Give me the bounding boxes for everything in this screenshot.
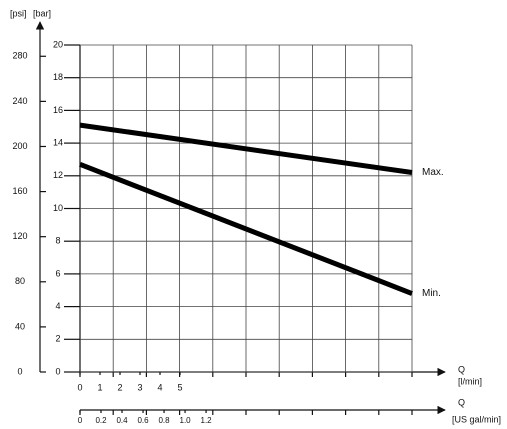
y-tick-label: 14 [53,137,63,147]
x2-tick-label: 1.2 [201,416,213,425]
y-tick-label: 10 [53,203,63,213]
y-tick-label: 12 [53,170,63,180]
y-tick-label: 4 [55,301,60,311]
series-line [79,122,413,176]
y2-tick-label: 160 [12,186,27,196]
x-axis-label: Q [458,364,465,374]
series-label: Min. [422,288,441,299]
x-tick-label: 2 [117,382,122,392]
x-tick-label: 0 [77,382,82,392]
y2-tick-label: 200 [12,141,27,151]
x2-tick-label: 0.6 [137,416,149,425]
y-tick-label: 8 [55,236,60,246]
x-tick-label: 3 [137,382,142,392]
y2-tick-label: 120 [12,231,27,241]
y-axis-label: [bar] [33,8,51,18]
series-label: Max. [422,167,444,178]
x-axis-unit: [l/min] [458,376,482,386]
series-line [79,162,413,296]
x2-tick-label: 0 [78,416,83,425]
y-tick-label: 0 [55,366,60,376]
y2-tick-label: 80 [15,276,25,286]
y-tick-label: 18 [53,72,63,82]
y-tick-label: 2 [55,334,60,344]
x2-tick-label: 0.2 [95,416,107,425]
x2-tick-label: 1.0 [180,416,192,425]
y2-tick-label: 0 [17,366,22,376]
y2-tick-label: 280 [12,51,27,61]
y2-tick-label: 40 [15,321,25,331]
x2-axis-unit: [US gal/min] [452,414,501,424]
x-tick-label: 5 [177,382,182,392]
x2-tick-label: 0.4 [116,416,128,425]
x2-axis-label: Q [458,397,465,407]
y-tick-label: 20 [53,39,63,49]
y2-tick-label: 240 [12,96,27,106]
x2-tick-label: 0.8 [158,416,170,425]
x-tick-label: 4 [157,382,162,392]
x-tick-label: 1 [97,382,102,392]
y2-axis-label: [psi] [10,8,27,18]
y-tick-label: 16 [53,105,63,115]
y-tick-label: 6 [55,268,60,278]
